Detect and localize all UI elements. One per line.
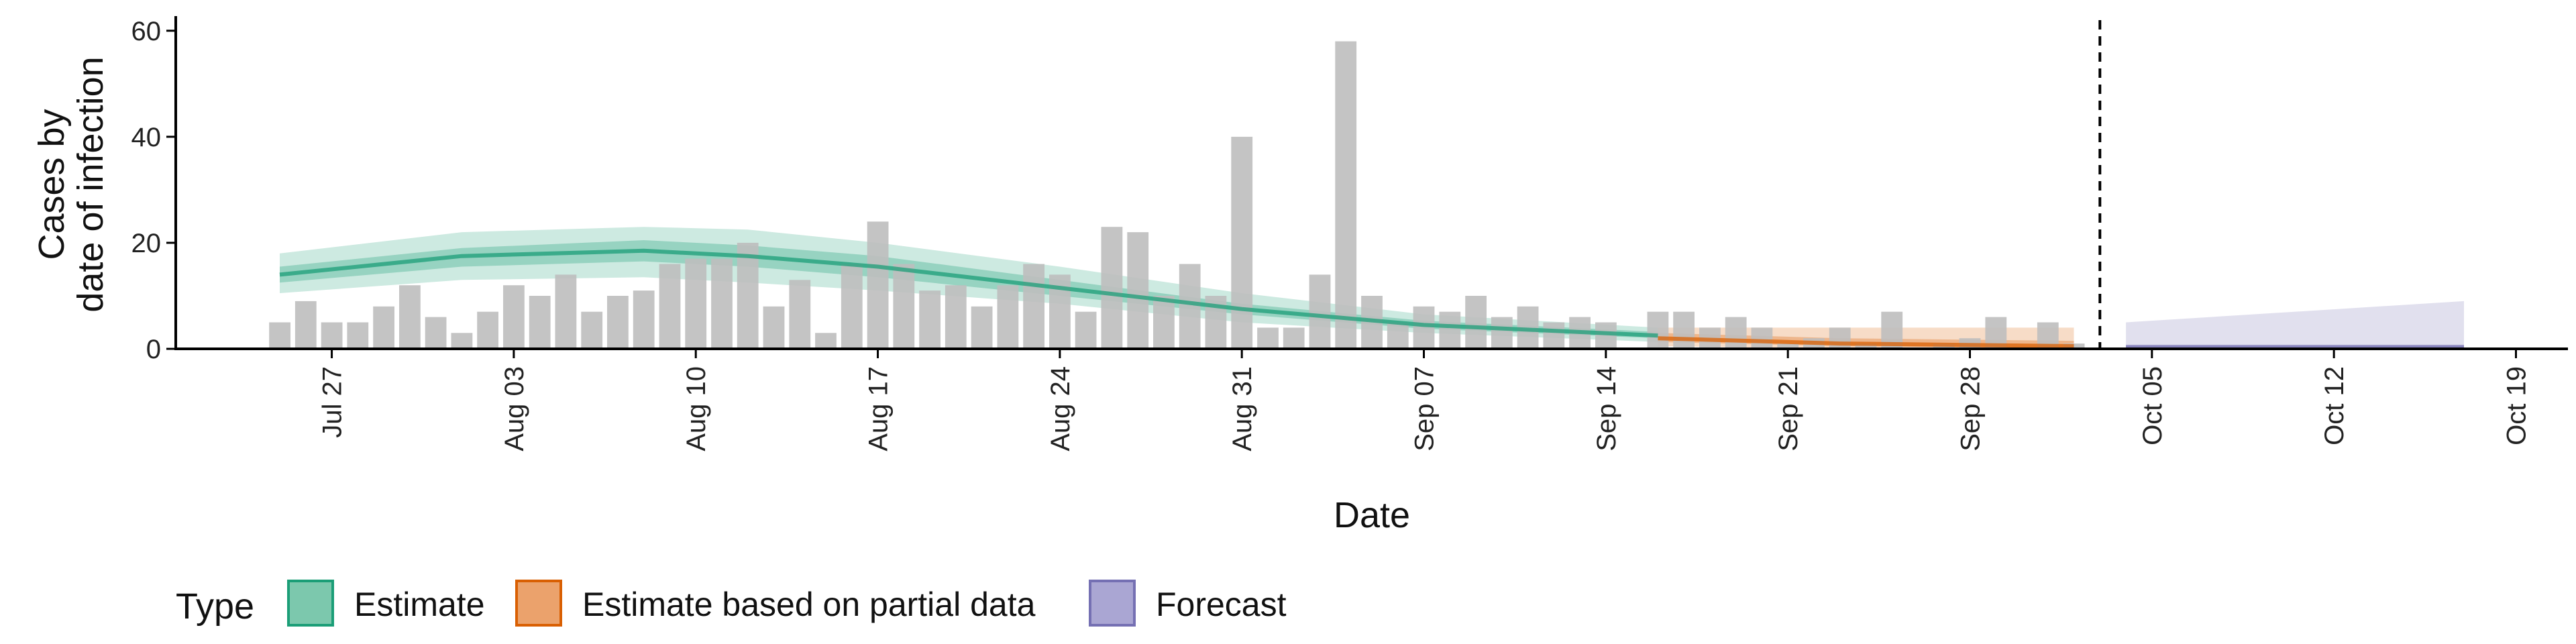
case-bar <box>1491 317 1513 347</box>
legend: Type Estimate Estimate based on partial d… <box>176 580 1287 627</box>
case-bar <box>1985 317 2007 347</box>
case-bar <box>269 322 290 347</box>
case-bar <box>841 264 863 347</box>
legend-label-estimate: Estimate <box>354 586 485 623</box>
case-bar <box>503 285 525 347</box>
case-bar <box>815 333 837 347</box>
case-bar <box>685 258 707 347</box>
case-bar <box>1231 136 1253 347</box>
x-tick-label: Sep 07 <box>1410 366 1440 451</box>
case-bar <box>1283 327 1305 347</box>
case-bar <box>1153 296 1175 347</box>
case-bar <box>1075 311 1097 347</box>
y-tick-label: 20 <box>131 229 162 258</box>
lines-layer <box>279 248 2464 350</box>
y-axis-ticks: 0 20 40 60 <box>131 17 176 364</box>
case-bar <box>1777 343 1799 347</box>
case-bar <box>1439 311 1461 347</box>
case-bar <box>1543 322 1565 347</box>
x-tick-label: Oct 12 <box>2320 366 2349 445</box>
x-tick-label: Aug 03 <box>500 366 529 451</box>
legend-swatch-estimate <box>287 580 334 627</box>
y-tick-label: 40 <box>131 123 162 152</box>
case-bar <box>1517 306 1539 347</box>
y-tick-label: 0 <box>146 335 161 364</box>
case-bar <box>1309 274 1331 347</box>
x-tick-label: Oct 05 <box>2138 366 2167 445</box>
case-bar <box>347 322 369 347</box>
case-bar <box>529 296 551 347</box>
case-bar <box>1023 264 1044 347</box>
y-tick-label: 60 <box>131 17 162 46</box>
case-bar <box>451 333 473 347</box>
case-bar <box>1673 311 1695 347</box>
case-bar <box>945 285 967 347</box>
case-bar <box>1127 232 1149 347</box>
case-bar <box>1335 41 1357 347</box>
estimate-based-on-partial-data-median-line <box>1658 336 2074 348</box>
x-tick-label: Sep 21 <box>1774 366 1803 451</box>
x-tick-label: Aug 24 <box>1046 366 1075 451</box>
case-bar <box>555 274 577 347</box>
case-bar <box>2037 322 2059 347</box>
case-bar <box>893 264 915 347</box>
case-bar <box>2063 343 2085 347</box>
x-tick-label: Aug 17 <box>864 366 894 451</box>
x-axis-title: Date <box>1334 495 1410 535</box>
case-bar <box>1465 296 1487 347</box>
case-bar <box>867 221 889 347</box>
case-bar <box>1257 327 1279 347</box>
case-bar <box>789 280 811 347</box>
legend-label-estimate-based-on-partial-data: Estimate based on partial data <box>582 586 1036 623</box>
y-axis-title-line: date of infection <box>70 56 111 312</box>
estimate-median-line <box>279 248 1658 338</box>
case-bar <box>1647 311 1669 347</box>
case-bar <box>1881 311 1903 347</box>
x-tick-label: Aug 31 <box>1228 366 1257 451</box>
case-bar <box>321 322 343 347</box>
case-bar <box>294 301 317 347</box>
case-bar <box>607 296 629 347</box>
case-bar <box>997 285 1019 347</box>
legend-title: Type <box>176 586 254 627</box>
case-bar <box>477 311 498 347</box>
x-tick-label: Aug 10 <box>682 366 711 451</box>
x-tick-label: Oct 19 <box>2502 366 2531 445</box>
forecast-band-90 <box>2126 301 2464 349</box>
case-bar <box>1751 327 1773 347</box>
case-bar <box>1725 317 1747 347</box>
case-bar <box>763 306 785 347</box>
case-bar <box>919 290 941 347</box>
legend-label-forecast: Forecast <box>1156 586 1287 623</box>
y-axis-title-line: Cases by <box>32 109 72 260</box>
y-axis-title: Cases bydate of infection <box>32 56 111 312</box>
case-bar <box>373 306 394 347</box>
case-bar <box>633 290 655 347</box>
case-bar <box>971 306 993 347</box>
case-bar <box>659 264 681 347</box>
case-bar <box>399 285 421 347</box>
x-tick-label: Sep 28 <box>1956 366 1986 451</box>
legend-swatch-estimate-based-on-partial-data <box>515 580 562 627</box>
x-axis-ticks: Jul 27 Aug 03 Aug 10 Aug 17 Aug 24 Aug 31 Sep … <box>318 349 2531 451</box>
case-bar <box>1101 227 1123 347</box>
x-tick-label: Jul 27 <box>318 366 347 438</box>
case-bar <box>425 317 447 347</box>
case-bar <box>737 242 759 347</box>
case-bar <box>581 311 603 347</box>
legend-swatch-forecast <box>1089 580 1136 627</box>
x-tick-label: Sep 14 <box>1592 366 1621 451</box>
case-bar <box>1387 322 1409 347</box>
case-bar <box>711 258 733 347</box>
